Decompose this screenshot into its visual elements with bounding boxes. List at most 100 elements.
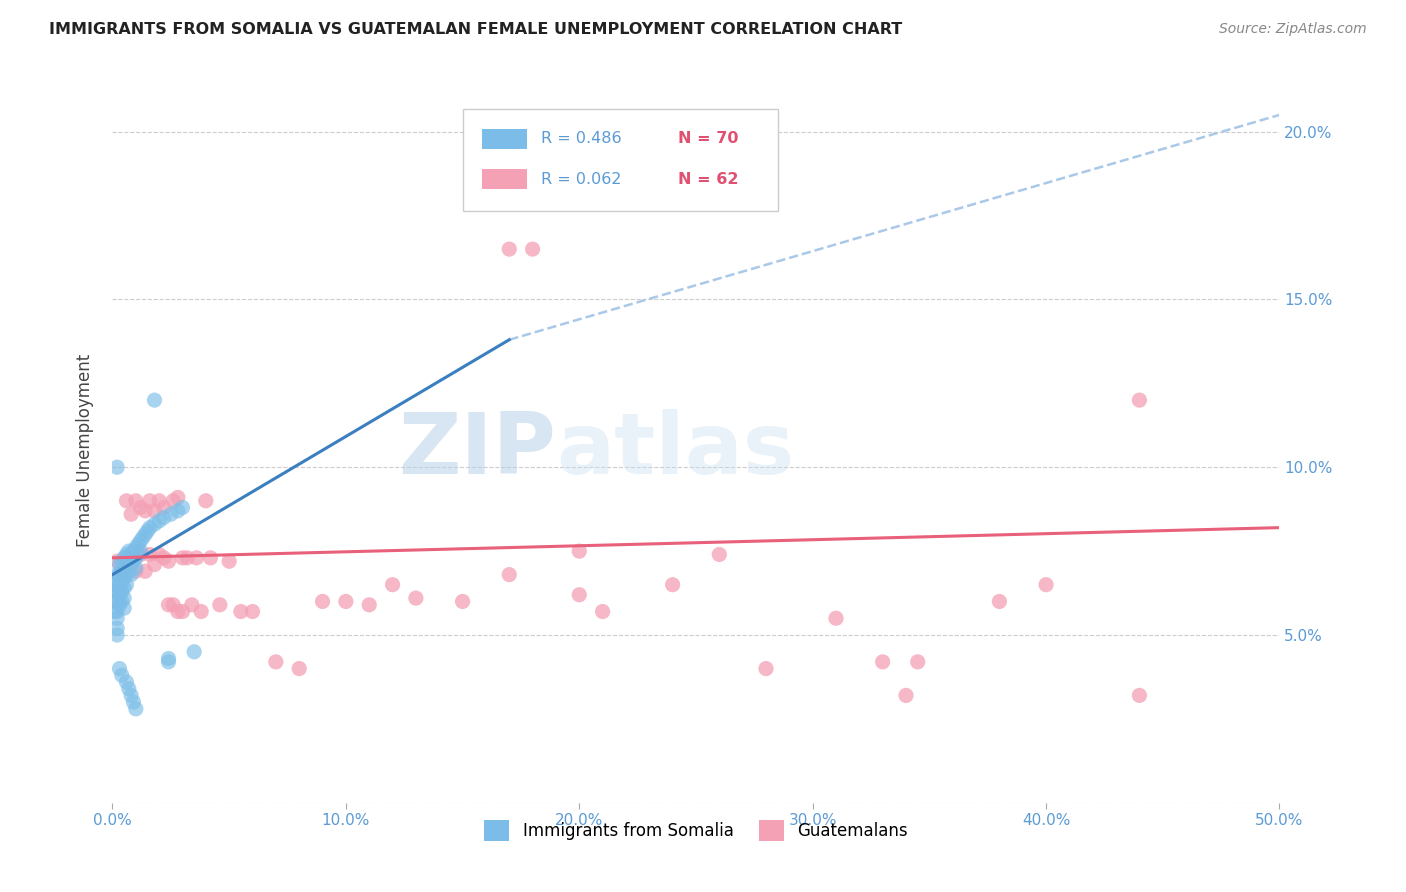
Point <box>148 493 170 508</box>
Point <box>127 537 149 551</box>
Point <box>136 524 159 538</box>
Point <box>568 588 591 602</box>
Text: atlas: atlas <box>555 409 794 492</box>
Point <box>176 550 198 565</box>
Point <box>105 611 128 625</box>
Point <box>143 504 166 518</box>
Point <box>108 662 131 676</box>
Point <box>112 581 135 595</box>
Point <box>120 689 142 703</box>
Point <box>120 548 142 562</box>
Point <box>498 567 520 582</box>
Y-axis label: Female Unemployment: Female Unemployment <box>76 354 94 547</box>
Point <box>105 574 128 589</box>
Legend: Immigrants from Somalia, Guatemalans: Immigrants from Somalia, Guatemalans <box>478 814 914 847</box>
Point <box>709 548 731 562</box>
Point <box>311 594 333 608</box>
Point <box>115 567 138 582</box>
Point <box>157 655 180 669</box>
Point <box>115 558 138 572</box>
Point <box>112 591 135 606</box>
Point <box>592 605 614 619</box>
Point <box>139 521 162 535</box>
Point <box>120 558 142 572</box>
Point <box>825 611 848 625</box>
Point <box>194 493 217 508</box>
Point <box>125 702 148 716</box>
Point <box>661 577 683 591</box>
Point <box>143 393 166 408</box>
Point <box>229 605 252 619</box>
Point <box>105 628 128 642</box>
Point <box>122 554 145 568</box>
Point <box>568 544 591 558</box>
Point <box>166 491 188 505</box>
Point <box>105 567 128 582</box>
Text: IMMIGRANTS FROM SOMALIA VS GUATEMALAN FEMALE UNEMPLOYMENT CORRELATION CHART: IMMIGRANTS FROM SOMALIA VS GUATEMALAN FE… <box>49 22 903 37</box>
Point <box>200 550 222 565</box>
Point <box>1035 577 1057 591</box>
Point <box>143 558 166 572</box>
Point <box>115 493 138 508</box>
Point <box>105 594 128 608</box>
Point <box>153 500 176 515</box>
Point <box>755 662 778 676</box>
Point <box>105 554 128 568</box>
Point <box>166 504 188 518</box>
Point <box>125 564 148 578</box>
Point <box>104 594 127 608</box>
Point <box>451 594 474 608</box>
Point <box>143 517 166 532</box>
Point <box>183 645 205 659</box>
Point <box>125 550 148 565</box>
Point <box>134 564 156 578</box>
Point <box>381 577 404 591</box>
Point <box>1128 393 1150 408</box>
Point <box>288 662 311 676</box>
Point <box>115 675 138 690</box>
Point <box>134 527 156 541</box>
Point <box>359 598 381 612</box>
Point <box>112 571 135 585</box>
Point <box>120 567 142 582</box>
Point <box>105 605 128 619</box>
Point <box>872 655 894 669</box>
Point <box>157 598 180 612</box>
Point <box>111 668 134 682</box>
Point <box>104 577 127 591</box>
Point <box>139 548 162 562</box>
Point <box>148 548 170 562</box>
Point <box>104 584 127 599</box>
FancyBboxPatch shape <box>463 109 778 211</box>
Point <box>108 588 131 602</box>
Point <box>111 574 134 589</box>
Point <box>112 561 135 575</box>
Text: R = 0.062: R = 0.062 <box>541 171 621 186</box>
Point <box>264 655 287 669</box>
Point <box>1128 689 1150 703</box>
Point <box>120 507 142 521</box>
Point <box>166 605 188 619</box>
Point <box>162 598 184 612</box>
Point <box>108 567 131 582</box>
Point <box>160 507 183 521</box>
Point <box>988 594 1011 608</box>
Point <box>139 493 162 508</box>
Point <box>208 598 231 612</box>
Point <box>118 544 141 558</box>
Point <box>115 548 138 562</box>
Point <box>127 548 149 562</box>
Point <box>186 550 208 565</box>
Point <box>125 493 148 508</box>
Point <box>129 548 152 562</box>
Point <box>125 561 148 575</box>
Bar <box>482 169 527 189</box>
Text: N = 70: N = 70 <box>679 131 740 146</box>
Point <box>105 621 128 635</box>
Point <box>153 510 176 524</box>
Point <box>129 534 152 549</box>
Point <box>180 598 202 612</box>
Point <box>111 584 134 599</box>
Point <box>153 550 176 565</box>
Point <box>335 594 357 608</box>
